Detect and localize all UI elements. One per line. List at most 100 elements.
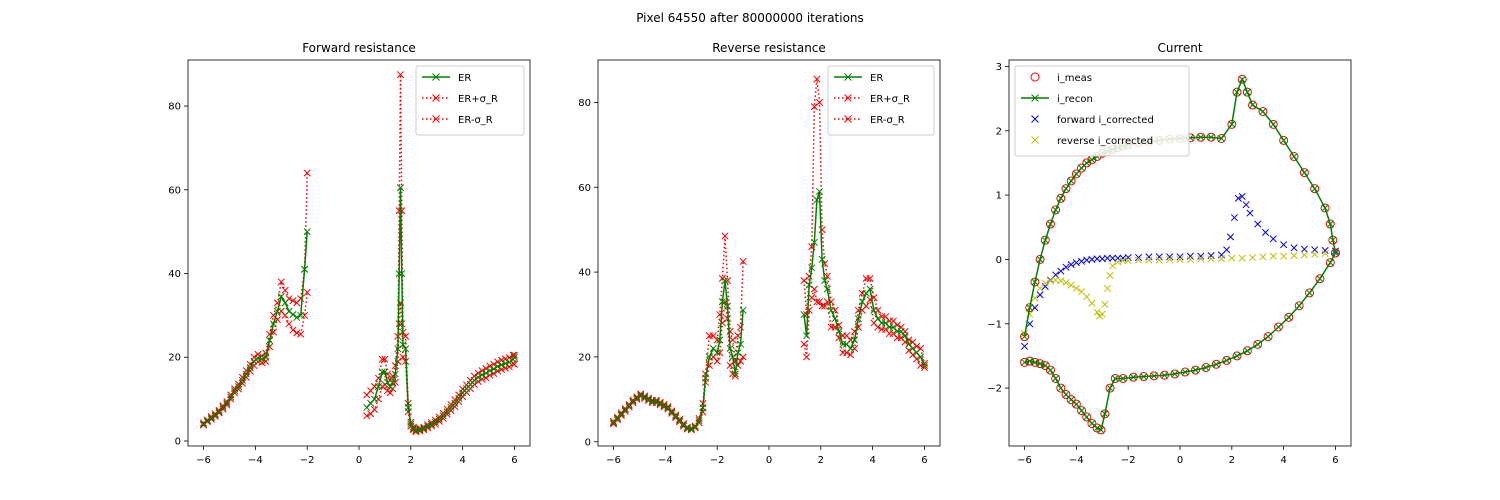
data-point <box>1041 279 1049 287</box>
data-point <box>1254 220 1262 228</box>
data-point <box>1096 425 1106 435</box>
data-point <box>818 255 826 263</box>
data-point <box>404 403 412 412</box>
data-point <box>652 397 660 406</box>
data-point <box>1273 322 1283 332</box>
legend-label: ER <box>870 73 883 84</box>
data-point <box>407 420 415 428</box>
data-point <box>416 426 424 434</box>
data-point <box>1026 357 1034 365</box>
data-point <box>1072 259 1080 267</box>
data-point <box>815 187 824 196</box>
data-point <box>396 71 405 79</box>
data-point <box>1093 424 1101 432</box>
data-point <box>1026 304 1034 312</box>
data-point <box>1299 168 1309 178</box>
data-point <box>1326 259 1334 267</box>
x-tick-label: −2 <box>1121 455 1136 466</box>
data-point <box>223 401 231 409</box>
data-point <box>1134 256 1143 264</box>
data-point <box>1212 360 1220 368</box>
data-point <box>1045 365 1055 375</box>
data-point <box>383 378 392 386</box>
y-tick-label: 60 <box>168 185 181 196</box>
data-point <box>1072 400 1080 408</box>
data-point <box>1036 255 1044 263</box>
data-point <box>1040 235 1050 245</box>
data-point <box>1109 254 1117 262</box>
data-point <box>813 298 821 306</box>
data-point <box>1020 358 1029 366</box>
data-point <box>1264 333 1272 341</box>
data-point <box>470 376 478 384</box>
legend-label: ER <box>458 73 471 84</box>
data-point <box>420 424 428 432</box>
data-point <box>386 382 394 391</box>
axes-reverse-resistance: Reverse resistance−6 −4 −2 0 2 4 6020406080ERE… <box>578 41 941 466</box>
data-point <box>1066 176 1076 186</box>
data-point <box>293 329 301 337</box>
data-point <box>1284 312 1294 322</box>
data-point <box>501 359 509 368</box>
data-point <box>1052 206 1060 214</box>
data-point <box>847 351 855 359</box>
data-point <box>1269 120 1277 128</box>
data-point <box>1191 366 1200 374</box>
series-forward i_corrected <box>1020 192 1340 350</box>
data-point <box>1045 219 1055 229</box>
data-point <box>297 311 305 319</box>
data-point <box>1103 254 1112 262</box>
data-point <box>803 332 811 340</box>
data-point <box>443 405 451 413</box>
data-point <box>482 369 490 377</box>
data-point <box>1330 248 1340 258</box>
data-point <box>395 320 403 328</box>
data-point <box>1186 252 1194 260</box>
data-point <box>1057 277 1065 285</box>
data-point <box>827 306 835 314</box>
data-point <box>813 196 821 204</box>
data-point <box>731 370 739 378</box>
data-point <box>1238 75 1246 83</box>
axes-frame <box>187 59 531 447</box>
data-point <box>736 340 745 348</box>
data-point <box>729 353 737 361</box>
data-point <box>258 355 266 363</box>
data-point <box>805 281 813 289</box>
data-point <box>1233 352 1241 360</box>
data-point <box>1197 133 1205 141</box>
data-point <box>847 344 855 352</box>
data-point <box>1248 101 1257 109</box>
data-point <box>1109 262 1117 270</box>
data-point <box>679 422 688 430</box>
data-point <box>1067 281 1075 289</box>
data-point <box>1124 257 1132 265</box>
y-tick-label: −2 <box>987 384 1002 395</box>
data-point <box>370 395 379 403</box>
data-point <box>1248 253 1257 262</box>
data-point <box>810 285 818 293</box>
axes-current: Current −6 −4 −2 0 2 4 6 −2 −1 0 1 2 3 i_meas i_reconfo… <box>987 41 1352 466</box>
legend-marker <box>1030 72 1040 82</box>
x-tick-label: 0 <box>356 455 362 466</box>
data-point <box>281 299 289 307</box>
data-point <box>1020 342 1029 350</box>
data-point <box>246 364 254 372</box>
data-point <box>800 277 808 285</box>
data-point <box>1228 254 1236 262</box>
y-tick-label: 1 <box>996 191 1002 202</box>
data-point <box>238 376 246 384</box>
data-point <box>705 353 713 361</box>
data-point <box>486 367 494 375</box>
data-point <box>1238 192 1246 200</box>
data-point <box>1263 332 1273 342</box>
y-tick-label: 20 <box>578 352 591 363</box>
data-point <box>424 422 432 430</box>
data-point <box>1145 256 1153 264</box>
data-point <box>289 310 297 319</box>
data-point <box>494 362 502 371</box>
data-point <box>301 265 309 273</box>
data-point <box>391 362 399 370</box>
data-point <box>1020 333 1029 341</box>
data-point <box>736 323 745 331</box>
